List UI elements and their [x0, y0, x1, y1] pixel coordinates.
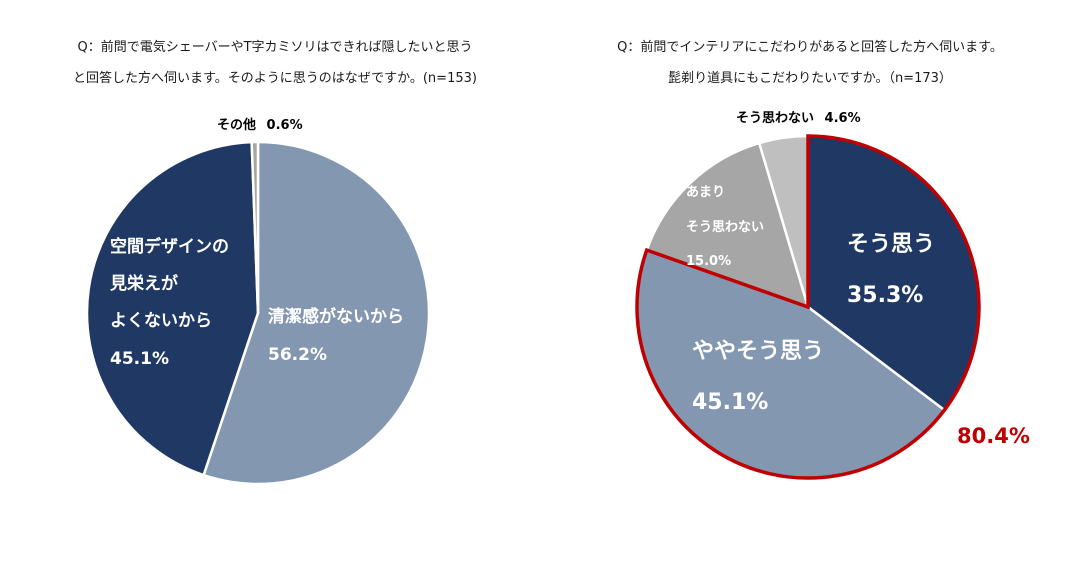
- slice-value-disagree: 4.6%: [825, 111, 861, 126]
- slice-label-design-line1: 空間デザインの: [110, 236, 229, 257]
- slice-label-agree: そう思う: [847, 232, 935, 257]
- pie-slice-not-really: [645, 141, 810, 309]
- slice-label-disagree-name: そう思わない: [736, 111, 814, 126]
- pie-slice-cleanliness: [202, 140, 431, 486]
- pie-slice-other: [250, 140, 260, 314]
- chart2-question-line1: Q：前問でインテリアにこだわりがあると回答した方へ伺います。: [617, 40, 1003, 55]
- slice-label-somewhat-agree: ややそう思う: [692, 339, 824, 364]
- chart1-question: Q：前問で電気シェーバーやT字カミソリはできれば隠したいと思う と回答した方へ伺…: [20, 32, 530, 94]
- highlight-outline: [635, 134, 981, 480]
- slice-label-other: その他 0.6%: [217, 117, 303, 133]
- slice-value-design: 45.1%: [110, 349, 169, 369]
- pie-slice-design: [85, 140, 260, 477]
- chart2-question: Q：前問でインテリアにこだわりがあると回答した方へ伺います。 髭剃り道具にもこだ…: [560, 32, 1060, 94]
- slice-label-disagree: そう思わない 4.6%: [736, 111, 861, 126]
- chart1-question-line1: Q：前問で電気シェーバーやT字カミソリはできれば隠したいと思う: [77, 40, 473, 55]
- slice-value-cleanliness: 56.2%: [268, 345, 327, 365]
- slice-label-design-line2: 見栄えが: [109, 273, 178, 294]
- slice-value-somewhat-agree: 45.1%: [692, 390, 768, 415]
- slice-label-other-name: その他: [217, 117, 256, 133]
- slice-label-design-line3: よくないから: [110, 311, 212, 331]
- slice-value-other: 0.6%: [267, 118, 303, 133]
- slice-label-cleanliness: 清潔感がないから: [268, 306, 404, 327]
- pie-chart-preference: [635, 134, 981, 480]
- slice-label-not-really-line2: そう思わない: [686, 220, 764, 235]
- highlight-total-value: 80.4%: [957, 424, 1030, 448]
- pie-chart-reasons: [85, 140, 431, 486]
- slice-label-not-really-line1: あまり: [686, 185, 725, 200]
- chart1-question-line2: と回答した方へ伺います。そのように思うのはなぜですか。(n=153): [73, 71, 477, 86]
- slice-value-agree: 35.3%: [847, 283, 923, 308]
- chart2-question-line2: 髭剃り道具にもこだわりたいですか。（n=173）: [668, 71, 952, 86]
- slice-value-not-really: 15.0%: [686, 254, 731, 269]
